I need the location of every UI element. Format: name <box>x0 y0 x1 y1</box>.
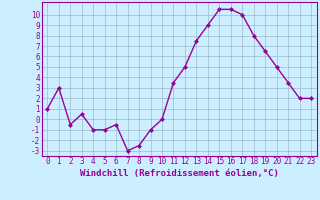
X-axis label: Windchill (Refroidissement éolien,°C): Windchill (Refroidissement éolien,°C) <box>80 169 279 178</box>
